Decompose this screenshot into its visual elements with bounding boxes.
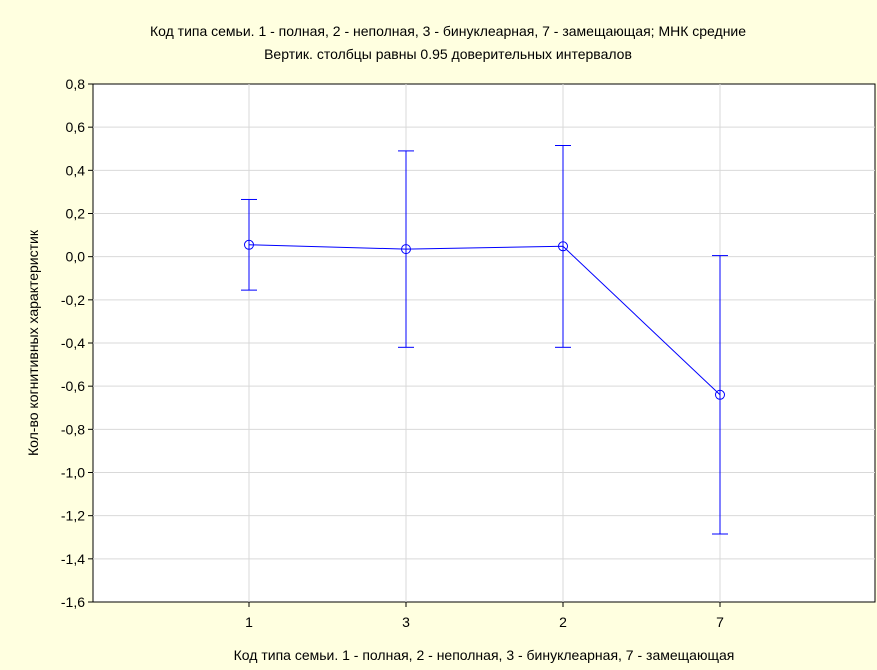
y-tick-label: 0,6 <box>66 119 86 135</box>
y-tick-label: 0,2 <box>66 206 86 222</box>
x-tick-label: 1 <box>245 614 253 630</box>
y-tick-label: -1,4 <box>61 551 85 567</box>
y-axis: 0,8 0,6 0,4 0,2 0,0 -0,2 -0,4 -0,6 -0,8 -1,0 -1,2 -… <box>61 76 93 610</box>
y-axis-label: Кол-во когнитивных характеристик <box>25 229 41 456</box>
x-axis-label: Код типа семьи. 1 - полная, 2 - неполная… <box>234 647 735 663</box>
error-bar <box>712 255 728 535</box>
x-tick-label: 2 <box>559 614 567 630</box>
error-bars <box>241 145 728 535</box>
x-tick-label: 7 <box>716 614 724 630</box>
y-tick-label: 0,4 <box>66 162 86 178</box>
mean-point <box>715 389 725 400</box>
error-bar <box>555 145 571 348</box>
chart-subtitle: Вертик. столбцы равны 0.95 доверительных… <box>264 46 632 62</box>
x-axis: 1 3 2 7 <box>245 602 724 630</box>
y-tick-label: -1,6 <box>61 594 85 610</box>
data-points <box>244 239 725 400</box>
series-line <box>248 244 721 396</box>
error-bar <box>241 198 257 291</box>
y-tick-label: -0,8 <box>61 421 85 437</box>
chart-title: Код типа семьи. 1 - полная, 2 - неполная… <box>150 23 746 39</box>
mean-point <box>401 244 411 255</box>
y-tick-label: -0,4 <box>61 335 85 351</box>
y-tick-label: -1,0 <box>61 465 85 481</box>
y-tick-label: -1,2 <box>61 508 85 524</box>
mean-point <box>244 239 254 250</box>
mean-line <box>248 244 721 396</box>
error-bar <box>398 150 414 348</box>
y-tick-label: 0,8 <box>66 76 86 92</box>
y-tick-label: 0,0 <box>66 249 86 265</box>
y-tick-label: -0,6 <box>61 378 85 394</box>
y-tick-label: -0,2 <box>61 292 85 308</box>
x-tick-label: 3 <box>402 614 410 630</box>
mean-point <box>558 241 568 252</box>
